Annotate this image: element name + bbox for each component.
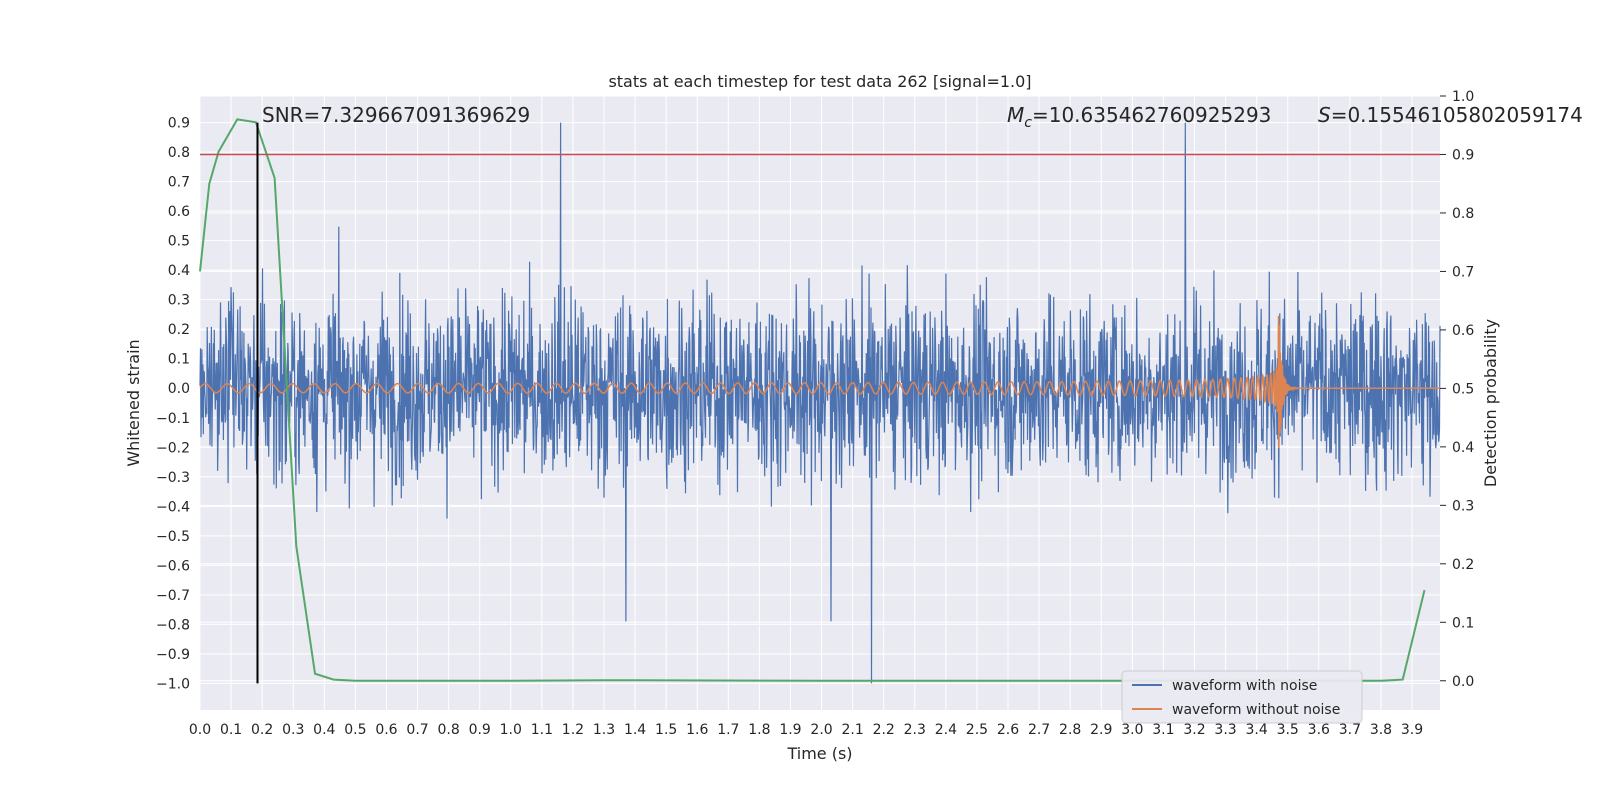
y-tick-label: −0.5: [156, 529, 190, 545]
x-tick-label: 0.4: [313, 722, 335, 738]
y-tick-label: −0.7: [156, 588, 190, 604]
y-tick-label: 0.0: [168, 381, 190, 397]
x-tick-label: 3.1: [1152, 722, 1174, 738]
chirp-mass-annotation: Mc=10.635462760925293: [1007, 103, 1271, 131]
right-y-tick-label: 0.3: [1452, 498, 1474, 514]
y-tick-label: 0.6: [168, 204, 190, 220]
x-tick-label: 3.4: [1246, 722, 1268, 738]
chirp-mass-value: =10.635462760925293: [1032, 103, 1271, 127]
noise-waveform-line: [199, 122, 1441, 684]
reference-lines: [200, 122, 1440, 684]
y-tick-label: −0.6: [156, 558, 190, 574]
y-tick-label: −0.8: [156, 617, 190, 633]
y-axis-label: Whitened strain: [124, 339, 143, 466]
x-tick-label: 1.9: [779, 722, 801, 738]
x-tick-label: 3.6: [1308, 722, 1330, 738]
y-tick-label: −0.9: [156, 647, 190, 663]
y-tick-label: −1.0: [156, 676, 190, 692]
y-axis-ticks: 0.9 0.8 0.7 0.6 0.5 0.4 0.3 0.2 0.1 0.0 −0.1 −0.2 −0…: [156, 116, 190, 693]
x-tick-label: 2.7: [1028, 722, 1050, 738]
x-tick-label: 0.1: [220, 722, 242, 738]
y-tick-label: 0.9: [168, 116, 190, 132]
x-tick-label: 3.9: [1401, 722, 1423, 738]
clean-waveform-line: [199, 315, 1440, 449]
x-tick-label: 0.6: [375, 722, 397, 738]
x-tick-label: 1.5: [655, 722, 677, 738]
y-tick-label: −0.4: [156, 499, 190, 515]
x-tick-label: 2.0: [810, 722, 832, 738]
x-tick-label: 3.2: [1183, 722, 1205, 738]
y-tick-label: −0.3: [156, 470, 190, 486]
x-tick-label: 3.7: [1339, 722, 1361, 738]
x-tick-label: 0.7: [406, 722, 428, 738]
right-y-tick-label: 0.6: [1452, 323, 1474, 339]
legend-label-noise: waveform with noise: [1172, 678, 1317, 694]
y-tick-label: 0.5: [168, 234, 190, 250]
y-tick-label: 0.7: [168, 175, 190, 191]
y-tick-label: −0.1: [156, 411, 190, 427]
y-tick-label: 0.2: [168, 322, 190, 338]
right-y-tick-label: 1.0: [1452, 89, 1474, 105]
y-tick-label: 0.1: [168, 352, 190, 368]
legend: waveform with noise waveform without noi…: [1121, 670, 1363, 724]
legend-label-clean: waveform without noise: [1172, 702, 1340, 718]
x-tick-label: 1.2: [562, 722, 584, 738]
right-y-tick-label: 0.0: [1452, 674, 1474, 690]
x-tick-label: 1.7: [717, 722, 739, 738]
x-tick-label: 0.5: [344, 722, 366, 738]
s-annotation: S=0.1554610580205917​4: [1318, 103, 1583, 127]
x-tick-label: 1.8: [748, 722, 770, 738]
x-tick-label: 2.4: [935, 722, 957, 738]
right-y-tick-label: 0.1: [1452, 615, 1474, 631]
snr-annotation: SNR=7.329667091369629: [262, 103, 530, 127]
x-tick-label: 1.4: [624, 722, 646, 738]
x-tick-label: 3.3: [1214, 722, 1236, 738]
x-axis-ticks: 0.0 0.1 0.2 0.3 0.4 0.5 0.6 0.7 0.8 0.9 1.0 1.1 1.2 1…: [189, 722, 1423, 738]
x-tick-label: 2.9: [1090, 722, 1112, 738]
x-tick-label: 3.5: [1277, 722, 1299, 738]
chirp-mass-subscript: c: [1024, 115, 1032, 131]
y-tick-label: 0.8: [168, 145, 190, 161]
x-tick-label: 2.2: [873, 722, 895, 738]
chart-title: stats at each timestep for test data 262…: [608, 72, 1031, 91]
y-tick-label: 0.4: [168, 263, 190, 279]
series-waveform-with-noise: [199, 122, 1441, 684]
right-y-tick-label: 0.8: [1452, 206, 1474, 222]
x-tick-label: 1.0: [500, 722, 522, 738]
right-y-axis-ticks: 1.0 0.9 0.8 0.7 0.6 0.5 0.4 0.3 0.2 0.1 0.0: [1440, 89, 1474, 690]
x-tick-label: 2.5: [966, 722, 988, 738]
grid: [199, 95, 1440, 710]
legend-box: [1121, 670, 1363, 724]
x-tick-label: 0.8: [437, 722, 459, 738]
right-y-tick-label: 0.2: [1452, 557, 1474, 573]
right-y-axis-label: Detection probability: [1481, 319, 1500, 487]
right-y-tick-label: 0.5: [1452, 381, 1474, 397]
right-y-tick-label: 0.9: [1452, 147, 1474, 163]
x-tick-label: 1.1: [531, 722, 553, 738]
y-tick-label: −0.2: [156, 440, 190, 456]
s-symbol: S: [1318, 103, 1331, 127]
x-tick-label: 2.3: [904, 722, 926, 738]
x-tick-label: 3.0: [1121, 722, 1143, 738]
right-y-tick-label: 0.7: [1452, 264, 1474, 280]
x-tick-label: 2.1: [841, 722, 863, 738]
x-tick-label: 3.8: [1370, 722, 1392, 738]
chirp-mass-symbol: M: [1007, 103, 1024, 127]
x-tick-label: 2.8: [1059, 722, 1081, 738]
x-tick-label: 1.3: [593, 722, 615, 738]
x-tick-label: 0.0: [189, 722, 211, 738]
x-tick-label: 0.9: [469, 722, 491, 738]
x-axis-label: Time (s): [786, 744, 852, 763]
series-waveform-without-noise: [199, 315, 1440, 449]
s-value: =0.1554610580205917​4: [1331, 103, 1583, 127]
x-tick-label: 0.2: [251, 722, 273, 738]
x-tick-label: 0.3: [282, 722, 304, 738]
x-tick-label: 1.6: [686, 722, 708, 738]
y-tick-label: 0.3: [168, 293, 190, 309]
right-y-tick-label: 0.4: [1452, 440, 1474, 456]
x-tick-label: 2.6: [997, 722, 1019, 738]
